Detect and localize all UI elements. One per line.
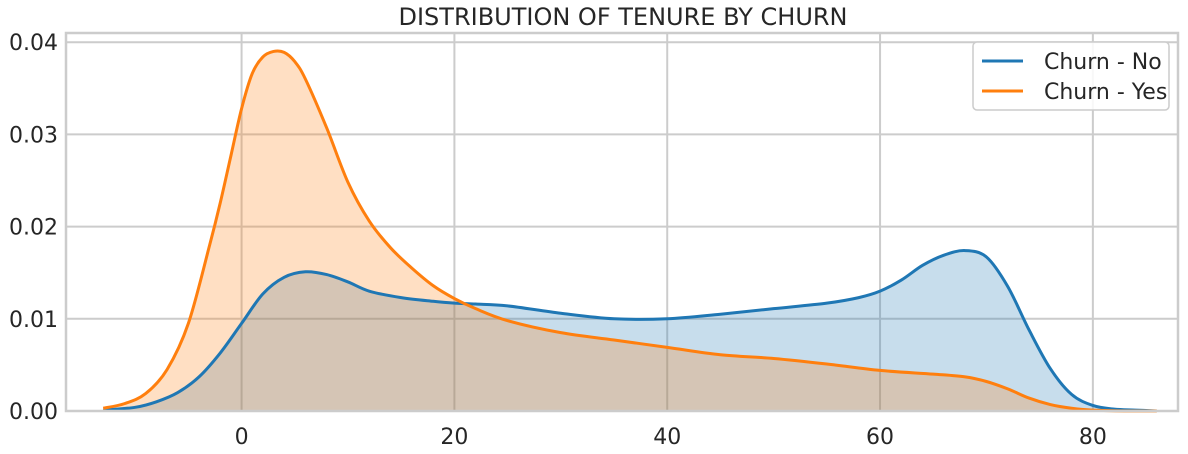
legend-label-0: Churn - No (1044, 50, 1162, 75)
series-area-1 (103, 50, 1157, 412)
x-tick-label: 80 (1079, 425, 1107, 450)
x-tick-label: 60 (866, 425, 894, 450)
x-tick-label: 40 (653, 425, 681, 450)
y-tick-label: 0.00 (9, 400, 58, 425)
legend-label-1: Churn - Yes (1044, 80, 1167, 105)
y-tick-label: 0.03 (9, 123, 58, 148)
legend: Churn - No Churn - Yes (972, 41, 1170, 111)
plot-area: 0.00 0.01 0.02 0.03 0.04 0 20 40 60 80 (9, 31, 1180, 450)
series-line-0 (103, 249, 1157, 413)
plot-frame (64, 31, 1180, 413)
x-tick-label: 20 (440, 425, 468, 450)
series-line-1 (102, 49, 1157, 413)
y-tick-label: 0.02 (9, 216, 58, 241)
chart-title: DISTRIBUTION OF TENURE BY CHURN (398, 3, 847, 31)
y-tick-label: 0.01 (9, 308, 58, 333)
x-tick-label: 0 (235, 425, 249, 450)
legend-box (972, 41, 1170, 111)
y-tick-label: 0.04 (9, 31, 58, 56)
